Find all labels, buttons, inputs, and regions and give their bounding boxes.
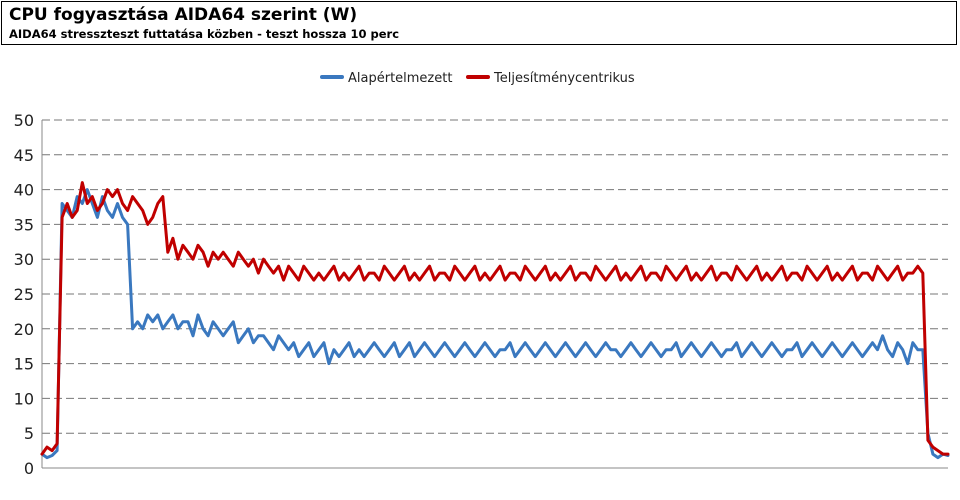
y-tick-label: 15 (14, 355, 34, 374)
y-tick-label: 20 (14, 320, 34, 339)
legend-label-1: Alapértelmezett (348, 71, 452, 86)
y-tick-label: 10 (14, 389, 34, 408)
chart-subtitle: AIDA64 stresszteszt futtatása közben - t… (9, 27, 400, 41)
y-tick-label: 30 (14, 250, 34, 269)
chart-title: CPU fogyasztása AIDA64 szerint (W) (9, 5, 358, 25)
y-tick-label: 25 (14, 285, 34, 304)
y-tick-label: 45 (14, 146, 34, 165)
series-line-1 (40, 188, 950, 460)
legend: Alapértelmezett Teljesítménycentrikus (320, 71, 635, 86)
series-line-2 (40, 181, 950, 456)
y-tick-label: 5 (24, 424, 34, 443)
y-tick-label: 0 (24, 459, 34, 478)
gridlines (42, 119, 948, 434)
y-tick-label: 50 (14, 111, 34, 130)
y-tick-label: 35 (14, 215, 34, 234)
legend-label-2: Teljesítménycentrikus (493, 71, 635, 86)
y-axis: 0 5 10 15 20 25 30 35 40 45 50 (14, 111, 948, 478)
series-group (40, 181, 950, 460)
y-tick-label: 40 (14, 181, 34, 200)
chart-header: CPU fogyasztása AIDA64 szerint (W) AIDA6… (1, 1, 957, 45)
